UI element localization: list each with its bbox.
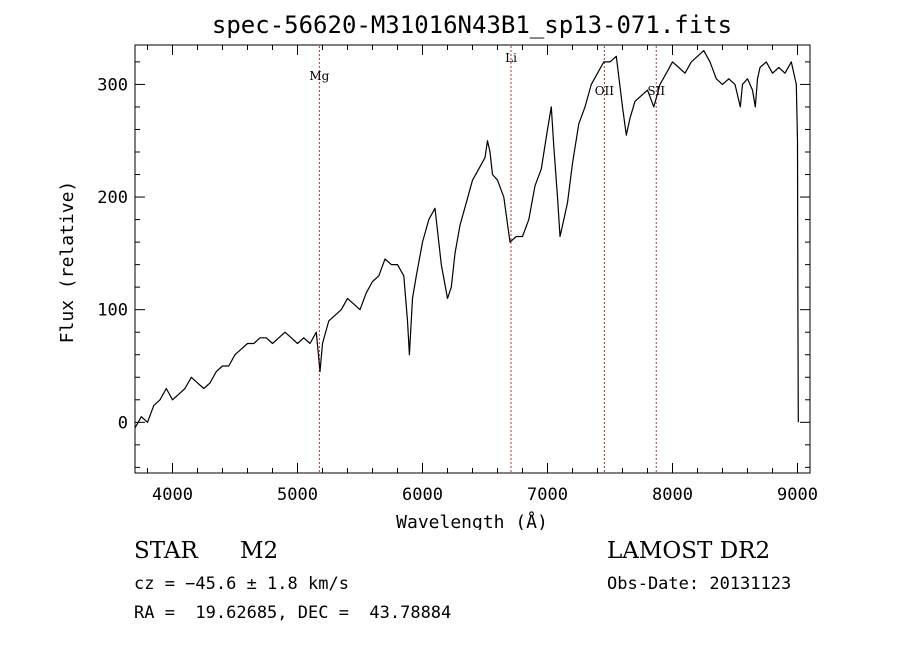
obs-date-text: Obs-Date: 20131123 [607,574,792,594]
x-tick-label: 6000 [402,485,443,505]
x-tick-label: 5000 [277,485,318,505]
feature-label-sii: SII [647,84,665,98]
y-tick-label: 100 [97,301,128,321]
x-tick-label: 4000 [152,485,193,505]
redshift-text: cz = −45.6 ± 1.8 km/s [134,574,349,594]
x-tick-label: 8000 [652,485,693,505]
axis-ticks [135,45,810,473]
survey-name: LAMOST DR2 [607,538,771,564]
object-class: STAR [134,538,198,564]
feature-label-oii: OII [595,84,615,98]
x-tick-label: 9000 [777,485,818,505]
feature-label-li: Li [505,51,517,65]
object-subclass: M2 [240,538,279,564]
x-axis-label: Wavelength (Å) [396,511,548,530]
y-tick-label: 200 [97,188,128,208]
y-tick-label: 300 [97,75,128,95]
plot-frame [134,44,811,474]
feature-label-mg: Mg [309,69,329,83]
spectrum-line [134,50,799,429]
spectrum-chart: spec-56620-M31016N43B1_sp13-071.fits 400… [57,11,818,530]
coordinates-text: RA = 19.62685, DEC = 43.78884 [134,603,452,623]
feature-lines: Mg Li OII SII [309,46,665,472]
tick-labels: 4000 5000 6000 7000 8000 9000 0 100 200 300 [97,75,818,505]
y-axis-label: Flux (relative) [57,181,78,344]
chart-title: spec-56620-M31016N43B1_sp13-071.fits [212,11,732,39]
x-tick-label: 7000 [527,485,568,505]
y-tick-label: 0 [118,413,128,433]
